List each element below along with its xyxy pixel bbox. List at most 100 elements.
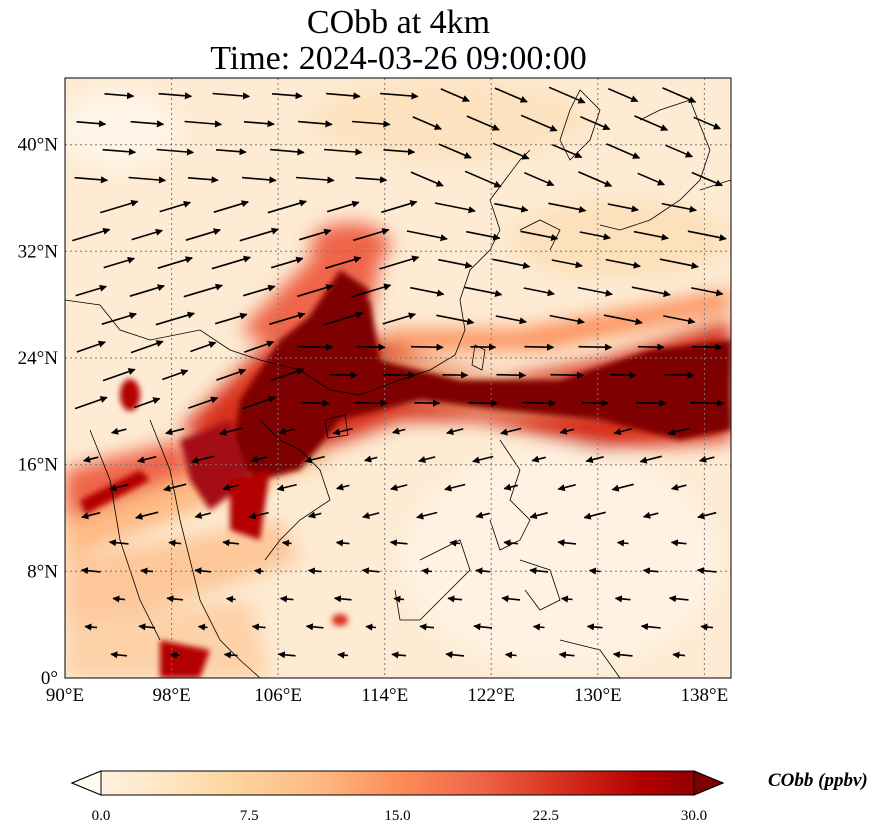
wind-arrow [140,567,154,575]
wind-arrow [159,200,191,213]
wind-arrow [307,567,322,575]
wind-arrow [643,511,659,519]
wind-arrow [588,567,601,575]
wind-arrow [640,623,661,631]
wind-arrow [466,230,501,241]
colorbar-tick-label: 22.5 [533,808,559,824]
wind-arrow [81,511,101,520]
wind-arrow [436,314,475,325]
wind-arrow [494,202,529,213]
wind-arrow [104,92,135,100]
wind-arrow [520,114,558,132]
wind-arrow [332,427,353,436]
wind-arrow [80,567,101,575]
wind-arrow [503,483,518,491]
wind-arrow [382,371,416,379]
wind-arrow [251,623,266,631]
wind-arrow [548,86,586,104]
wind-arrow [613,428,632,436]
wind-arrow [504,651,517,659]
wind-arrow [557,539,577,547]
wind-arrow [560,595,573,603]
lon-tick-label: 122°E [467,685,515,706]
wind-arrow [72,227,111,242]
wind-arrow [158,92,193,100]
wind-arrow [522,399,557,407]
wind-arrow [659,258,699,270]
wind-arrow [693,116,721,130]
wind-arrow [410,343,444,351]
wind-arrow [380,92,419,100]
wind-arrow [110,651,128,659]
wind-arrow [138,623,156,631]
wind-arrow [112,595,126,603]
lat-tick-label: 40°N [18,135,59,156]
wind-arrow [354,399,388,407]
wind-arrow [637,172,665,186]
wind-arrow [242,395,277,410]
wind-arrow [194,511,211,519]
wind-arrow [134,397,161,409]
wind-arrow [687,230,727,242]
wind-arrow [100,199,139,214]
wind-arrow [558,651,575,659]
wind-arrow [102,148,137,156]
lon-tick-label: 106°E [254,685,302,706]
wind-arrow [612,651,633,659]
wind-arrow [700,623,714,631]
wind-arrow [108,539,129,547]
wind-arrow [281,539,292,547]
wind-arrow [213,200,249,213]
wind-arrow [393,595,405,603]
wind-arrow [520,230,559,241]
wind-arrow [103,256,135,269]
map-frame [64,77,732,679]
wind-arrow [495,315,527,325]
wind-arrow [496,371,527,379]
wind-arrow [579,231,611,241]
wind-arrow [639,455,662,464]
wind-arrow [242,176,277,184]
wind-arrow [270,367,305,382]
wind-arrow [523,171,555,187]
wind-arrow [365,623,377,631]
wind-arrow [609,371,637,379]
wind-arrow [524,343,555,351]
wind-arrow [492,142,530,160]
wind-arrow [473,623,493,631]
wind-arrow [305,623,324,631]
wind-arrow [468,399,499,407]
wind-arrow [611,483,634,492]
wind-arrow [549,314,585,325]
wind-arrow [550,371,585,379]
wind-arrow [325,256,362,270]
lon-tick-label: 130°E [574,685,622,706]
wind-arrow [298,120,333,128]
wind-arrow [412,116,442,130]
wind-arrow [216,368,247,381]
wind-arrow [300,399,330,407]
wind-arrow [390,484,408,491]
wind-arrow [438,258,473,269]
wind-arrow [279,595,294,603]
wind-arrow [328,371,358,379]
wind-arrow [163,483,187,492]
wind-arrow [362,512,380,519]
wind-arrow [633,230,669,241]
wind-arrow [668,595,689,603]
wind-arrow [74,176,109,184]
wind-arrow [165,427,185,436]
wind-arrow [449,539,461,547]
wind-arrow [74,396,108,410]
wind-arrow [361,567,380,575]
wind-arrow [579,115,611,131]
wind-arrow [298,228,332,241]
wind-arrow [438,143,472,159]
wind-arrow [111,427,127,435]
wind-arrow [194,567,212,575]
wind-arrow [416,511,438,520]
wind-arrow [187,176,219,184]
wind-arrow [440,88,470,102]
wind-arrow [382,312,416,325]
wind-arrow [297,284,334,298]
